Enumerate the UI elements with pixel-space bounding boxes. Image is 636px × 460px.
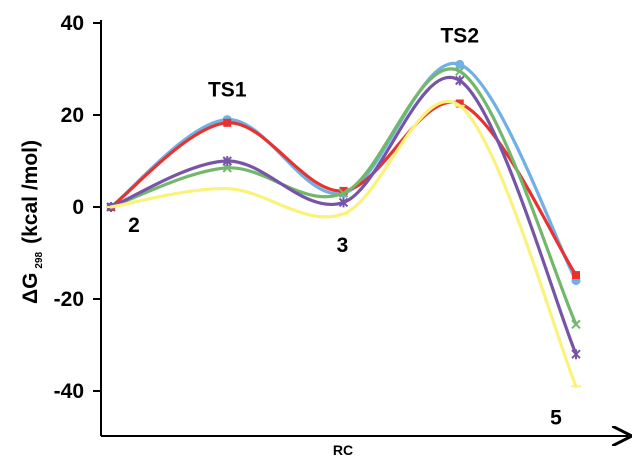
y-tick-label: -40 (54, 380, 84, 403)
x-axis-title: RC (333, 442, 353, 458)
series-layer (106, 59, 581, 388)
data-point-series-2 (572, 271, 580, 280)
y-axis-title-main: ΔG (19, 273, 42, 304)
ticks-layer: 40 20 0 -20 -40 (54, 12, 101, 403)
series-line-4 (109, 75, 578, 356)
series-line-5 (109, 100, 578, 388)
annotation-label: TS2 (440, 24, 479, 47)
y-tick-label: 0 (72, 196, 84, 219)
data-point-series-2 (339, 186, 348, 195)
data-point-series-4 (455, 75, 465, 86)
data-point-series-3 (455, 66, 465, 77)
y-tick-label: -20 (54, 288, 84, 311)
data-point-series-1 (455, 59, 465, 69)
annotation-label: 3 (337, 234, 349, 257)
y-tick-label: 20 (61, 104, 84, 127)
data-point-series-4 (338, 197, 349, 208)
y-tick-label: 40 (61, 12, 84, 35)
annotation-label: 5 (550, 406, 562, 429)
annotation-label: TS1 (208, 79, 247, 102)
y-axis-title-subscript: 298 (34, 251, 45, 268)
svg-text:ΔG298(kcal /mol): ΔG 298 (kcal /mol) (19, 140, 45, 304)
y-axis-title: ΔG 298 (kcal /mol) (19, 140, 45, 304)
series-line-3 (109, 67, 578, 326)
annotation-label: 2 (128, 214, 140, 237)
data-point-series-2 (455, 99, 464, 108)
data-point-series-3 (222, 163, 232, 173)
data-point-series-4 (222, 156, 232, 166)
data-point-series-4 (571, 349, 581, 360)
data-point-series-3 (571, 319, 581, 330)
y-axis-title-unit: (kcal /mol) (19, 140, 42, 244)
annotation-layer: TS1 TS2 2 3 5 (128, 24, 562, 429)
data-point-series-3 (338, 188, 349, 198)
data-point-series-2 (223, 118, 232, 127)
axes-layer (100, 20, 628, 436)
